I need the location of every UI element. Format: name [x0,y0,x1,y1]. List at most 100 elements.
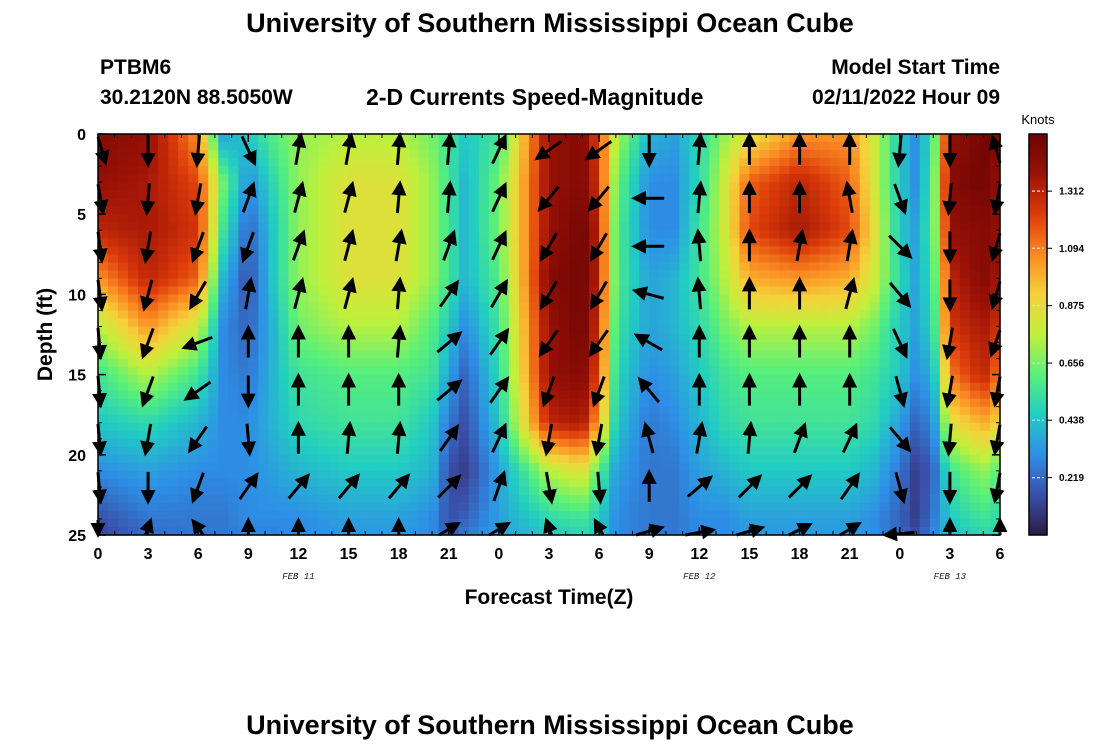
speed-cell [458,374,470,384]
speed-cell [368,150,380,159]
speed-cell [849,270,861,279]
speed-cell [418,430,430,440]
speed-cell [418,374,430,384]
speed-cell [809,446,821,456]
speed-cell [699,230,710,239]
speed-cell [148,158,159,167]
speed-cell [468,198,480,207]
speed-cell [909,286,921,295]
speed-cell [859,446,871,456]
speed-cell [629,206,640,215]
speed-cell [799,222,811,231]
speed-cell [949,390,961,400]
speed-cell [458,190,470,199]
speed-cell [228,422,239,432]
speed-cell [969,222,981,231]
speed-cell [989,230,1001,239]
speed-cell [859,406,871,416]
speed-cell [388,342,400,352]
speed-cell [789,158,801,167]
speed-cell [478,246,490,255]
speed-cell [779,526,791,536]
speed-cell [659,518,670,528]
speed-cell [959,286,971,295]
speed-cell [609,278,620,287]
speed-cell [649,518,660,528]
speed-cell [589,222,600,231]
speed-cell [498,166,510,175]
speed-cell [649,470,660,480]
speed-cell [438,278,450,287]
speed-cell [508,382,520,392]
speed-cell [829,382,841,392]
current-arrow [391,420,407,454]
speed-cell [378,518,390,528]
speed-cell [779,518,791,528]
speed-cell [258,470,269,480]
speed-cell [378,478,390,488]
speed-cell [498,222,510,231]
speed-cell [629,398,640,408]
speed-cell [308,430,320,440]
speed-cell [629,150,640,159]
speed-cell [949,358,961,368]
speed-cell [528,230,540,239]
speed-cell [208,150,219,159]
speed-cell [398,510,410,520]
speed-cell [959,526,971,536]
speed-cell [128,358,139,368]
speed-cell [609,350,620,360]
speed-cell [629,174,640,183]
current-arrow [942,183,958,217]
speed-cell [178,286,189,295]
speed-cell [599,310,610,320]
speed-cell [428,254,440,263]
speed-cell [699,286,710,295]
speed-cell [248,366,259,376]
speed-cell [979,206,991,215]
speed-cell [569,438,580,448]
speed-cell [709,462,720,472]
speed-cell [418,270,430,279]
speed-cell [408,238,420,247]
speed-cell [589,366,600,376]
speed-cell [98,182,109,191]
speed-cell [388,254,400,263]
speed-cell [579,246,590,255]
speed-cell [98,254,109,263]
speed-cell [969,494,981,504]
speed-cell [188,454,199,464]
speed-cell [278,230,290,239]
speed-cell [288,414,300,424]
speed-cell [939,334,951,344]
speed-cell [358,398,370,408]
current-arrow [540,232,558,262]
speed-cell [298,390,310,400]
speed-cell [518,286,530,295]
speed-cell [468,430,480,440]
speed-cell [488,382,500,392]
y-tick-label: 15 [68,368,86,385]
speed-cell [138,406,149,416]
speed-cell [649,358,660,368]
speed-cell [98,270,109,279]
speed-cell [338,446,350,456]
speed-cell [508,374,520,384]
speed-cell [569,382,580,392]
speed-cell [759,422,771,432]
speed-cell [809,454,821,464]
speed-cell [969,142,981,151]
speed-cell [398,502,410,512]
speed-cell [448,270,460,279]
speed-cell [288,150,300,159]
speed-cell [909,510,921,520]
speed-cell [749,414,761,424]
speed-cell [719,166,730,175]
speed-cell [839,174,851,183]
speed-cell [98,374,109,384]
speed-cell [719,198,730,207]
current-arrow [291,277,307,310]
speed-cell [759,198,771,207]
speed-cell [378,446,390,456]
speed-cell [629,510,640,520]
